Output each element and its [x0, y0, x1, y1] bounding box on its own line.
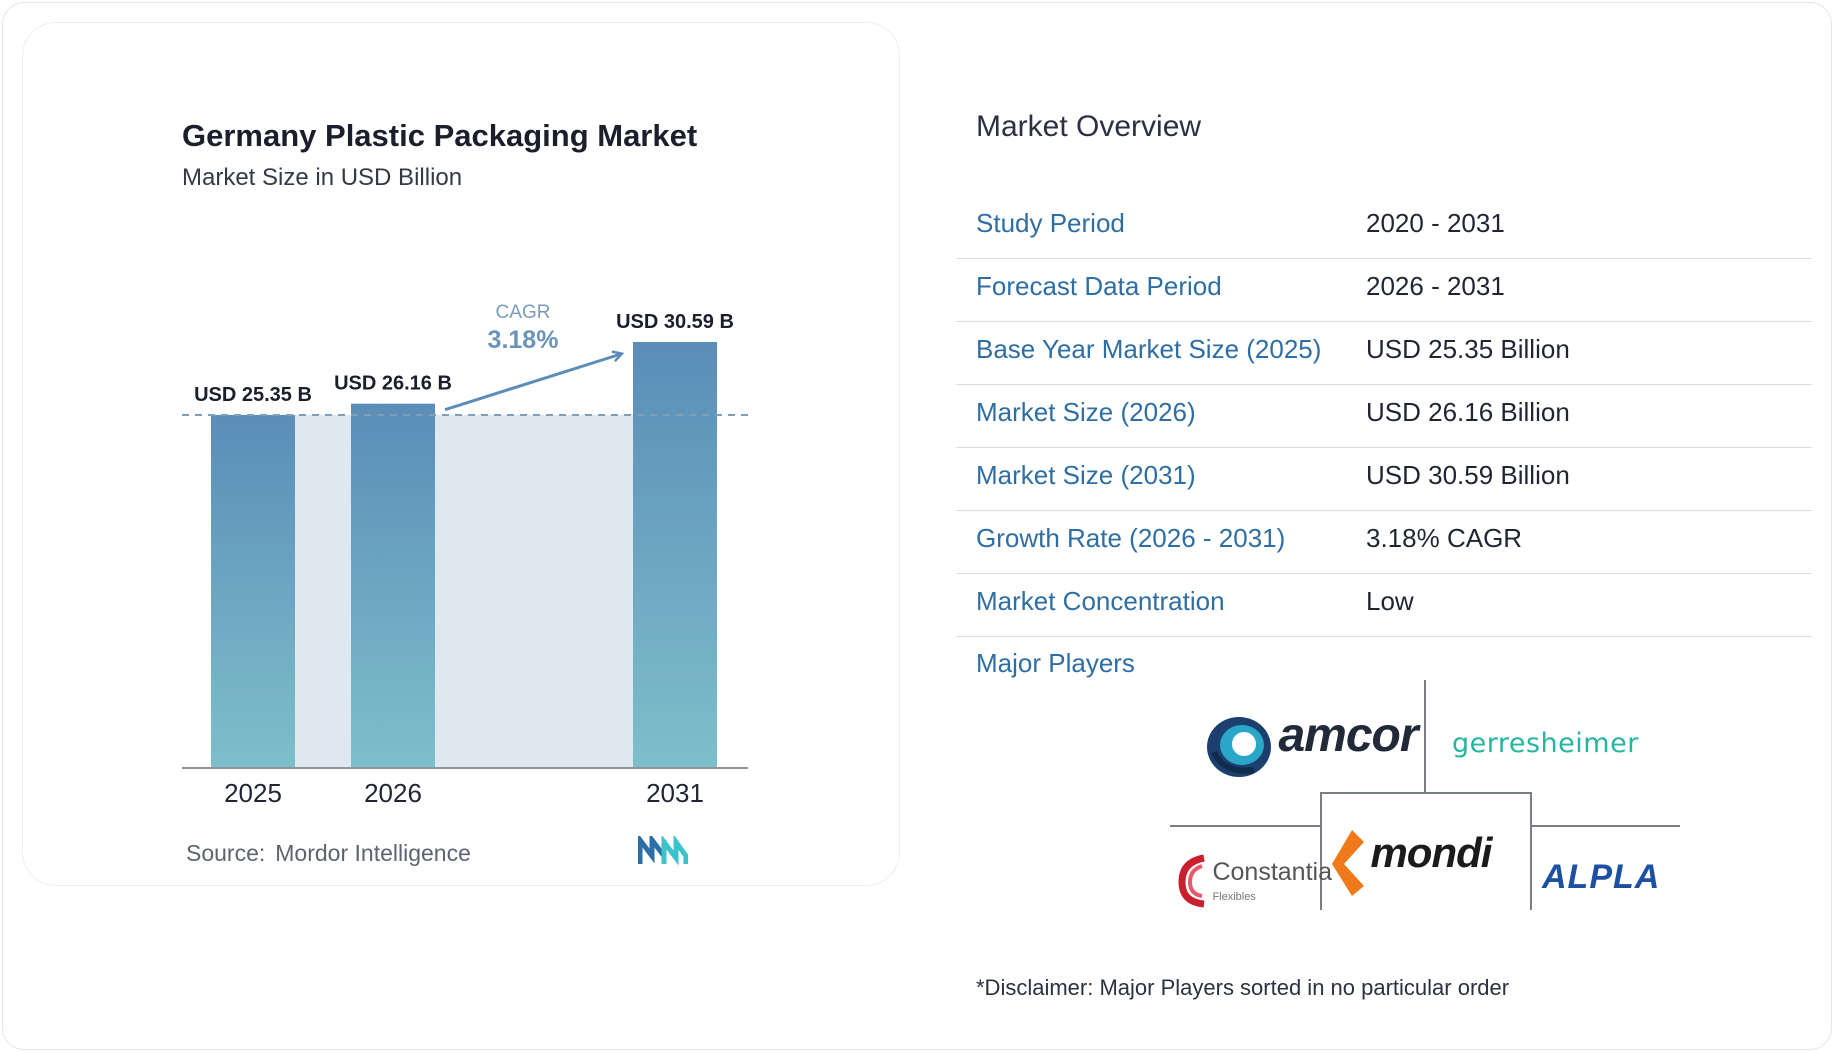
x-tick-label-2025: 2025 — [224, 778, 282, 808]
constantia-swirl-icon — [1178, 854, 1205, 908]
overview-row-key: Growth Rate (2026 - 2031) — [976, 523, 1286, 553]
data-label-2031: USD 30.59 B — [616, 311, 734, 333]
x-tick-label-2031: 2031 — [646, 778, 704, 808]
overview-row-value: USD 30.59 Billion — [1366, 460, 1570, 490]
disclaimer: *Disclaimer: Major Players sorted in no … — [976, 975, 1510, 1000]
chart-subtitle: Market Size in USD Billion — [182, 164, 463, 191]
overview-row-key: Market Size (2026) — [976, 397, 1196, 427]
overview-row-value: USD 25.35 Billion — [1366, 334, 1570, 364]
mondi-mark-icon — [1332, 830, 1364, 896]
overview-title: Market Overview — [976, 110, 1202, 143]
overview-row: Market Size (2026) USD 26.16 Billion — [956, 385, 1812, 448]
cagr-label: CAGR — [496, 302, 551, 323]
overview-row: Base Year Market Size (2025) USD 25.35 Bi… — [956, 322, 1812, 385]
constantia-wordmark: Constantia — [1212, 858, 1332, 886]
amcor-mark-icon — [1207, 716, 1271, 777]
grid-line — [1424, 680, 1426, 792]
data-label-2025: USD 25.35 B — [194, 384, 312, 406]
mordor-logo-icon — [638, 836, 688, 866]
players-logo-grid: amcor gerresheimer Constantia Flexibles … — [1170, 680, 1680, 920]
bar-2025 — [211, 414, 295, 768]
alpla-wordmark: ALPLA — [1542, 858, 1661, 896]
grid-line — [1320, 792, 1322, 910]
overview-row-value: 2020 - 2031 — [1366, 208, 1505, 238]
mondi-wordmark: mondi — [1370, 829, 1492, 877]
bar-2026 — [351, 403, 435, 768]
overview-row: Market Size (2031) USD 30.59 Billion — [956, 448, 1812, 511]
overview-row: Growth Rate (2026 - 2031) 3.18% CAGR — [956, 511, 1812, 574]
bar-chart: 2025 2026 2031 USD 25.35 B USD 26.16 B USD 30… — [182, 302, 752, 808]
amcor-wordmark: amcor — [1278, 709, 1418, 762]
constantia-subtitle: Flexibles — [1212, 891, 1256, 903]
grid-line — [1530, 792, 1532, 910]
cagr-arrow — [444, 354, 621, 412]
grid-line — [1320, 792, 1532, 794]
data-label-2026: USD 26.16 B — [334, 373, 452, 395]
overview-row-value: 2026 - 2031 — [1366, 271, 1505, 301]
overview-row-key: Study Period — [976, 208, 1125, 238]
amcor-logo: amcor — [1204, 708, 1419, 782]
alpla-logo: ALPLA — [1542, 858, 1660, 897]
overview-row-key: Forecast Data Period — [976, 271, 1222, 301]
players-title: Major Players — [976, 648, 1135, 678]
overview-row-key: Market Concentration — [976, 586, 1225, 616]
chart-title: Germany Plastic Packaging Market — [182, 118, 698, 153]
cagr-value: 3.18% — [488, 326, 559, 354]
overview-table: Study Period 2020 - 2031 Forecast Data Per… — [956, 196, 1812, 637]
overview-row-key: Base Year Market Size (2025) — [976, 334, 1322, 364]
overview-row-value: USD 26.16 Billion — [1366, 397, 1570, 427]
constantia-logo: Constantia Flexibles — [1178, 852, 1332, 908]
mondi-logo: mondi — [1330, 828, 1492, 898]
grid-line — [1532, 825, 1680, 827]
overview-row: Forecast Data Period 2026 - 2031 — [956, 259, 1812, 322]
overview-row: Study Period 2020 - 2031 — [956, 196, 1812, 259]
overview-row-key: Market Size (2031) — [976, 460, 1196, 490]
grid-line — [1170, 825, 1320, 827]
source-label: Source: — [186, 840, 266, 866]
overview-row-value: 3.18% CAGR — [1366, 523, 1523, 553]
source-note: Source: Mordor Intelligence — [186, 840, 481, 867]
bar-2031 — [633, 342, 717, 768]
gerresheimer-wordmark: gerresheimer — [1452, 728, 1639, 759]
overview-row-value: Low — [1366, 586, 1414, 616]
x-tick-label-2026: 2026 — [364, 778, 422, 808]
overview-row: Market Concentration Low — [956, 574, 1812, 637]
source-value: Mordor Intelligence — [275, 840, 471, 866]
gerresheimer-logo: gerresheimer — [1452, 728, 1639, 759]
